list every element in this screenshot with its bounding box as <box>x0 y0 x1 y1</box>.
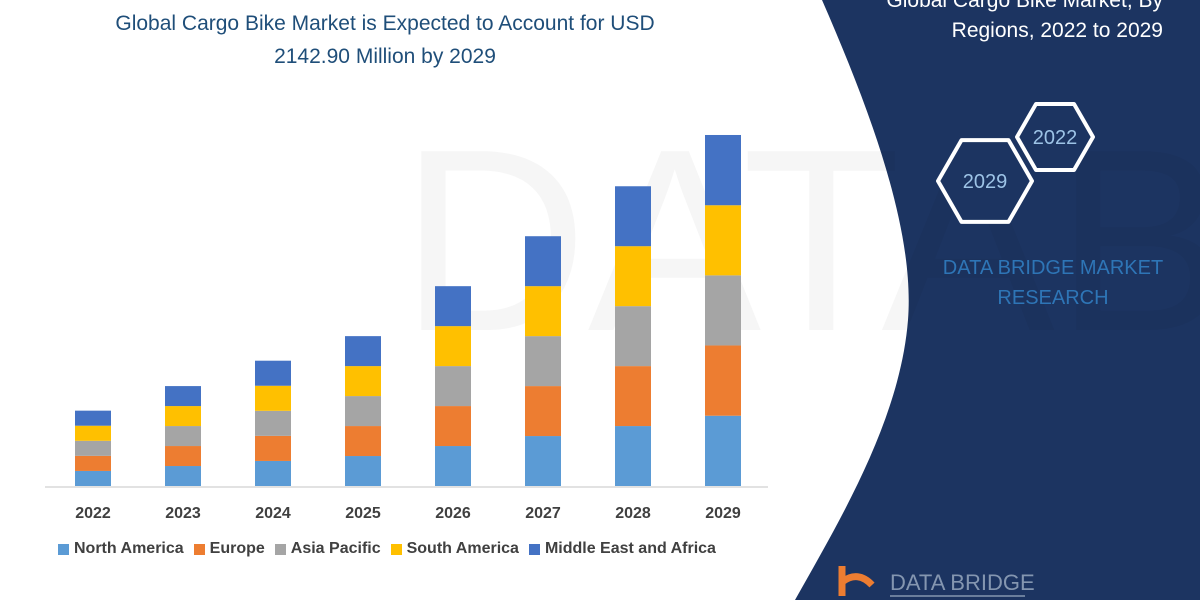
brand-line-2: RESEARCH <box>997 287 1109 309</box>
legend-swatch <box>274 543 286 555</box>
legend-label: Europe <box>209 540 265 557</box>
brand-text: DATA BRIDGE MARKET RESEARCH <box>920 253 1186 313</box>
bar-segment-south-america-2025 <box>345 366 381 397</box>
hexagon-label: 2022 <box>1033 127 1078 149</box>
legend-label: Asia Pacific <box>290 540 381 557</box>
legend-swatch <box>390 543 402 555</box>
bar-segment-south-america-2022 <box>75 425 111 441</box>
bar-segment-middle-east-and-africa-2023 <box>165 386 201 407</box>
bar-segment-europe-2028 <box>615 366 651 427</box>
bar-segment-south-america-2029 <box>705 205 741 276</box>
legend-label: South America <box>406 540 519 557</box>
legend-swatch <box>193 543 205 555</box>
legend-swatch <box>528 543 540 555</box>
logo: DATA BRIDGE <box>838 566 1035 597</box>
bar-segment-middle-east-and-africa-2025 <box>345 336 381 367</box>
legend-label: North America <box>74 540 184 557</box>
bar-segment-asia-pacific-2022 <box>75 440 111 456</box>
bar-segment-north-america-2023 <box>165 466 201 486</box>
bar-segment-north-america-2027 <box>525 436 561 486</box>
x-tick-label: 2025 <box>345 505 381 522</box>
bar-segment-europe-2022 <box>75 455 111 471</box>
bar-segment-europe-2029 <box>705 345 741 416</box>
hexagon-label: 2029 <box>963 171 1008 193</box>
bar-segment-europe-2023 <box>165 446 201 467</box>
legend-item: Middle East and Africa <box>528 540 716 558</box>
bar-segment-asia-pacific-2027 <box>525 336 561 387</box>
hexagon-2029: 2029 <box>936 138 1034 224</box>
legend-item: Asia Pacific <box>274 540 381 558</box>
logo-text: DATA BRIDGE <box>890 570 1035 595</box>
x-tick-label: 2027 <box>525 505 561 522</box>
bar-segment-asia-pacific-2028 <box>615 306 651 367</box>
legend-swatch <box>58 543 69 555</box>
chart-title: Global Cargo Bike Market is Expected to … <box>60 7 710 73</box>
bar-segment-north-america-2029 <box>705 415 741 486</box>
bar-segment-asia-pacific-2023 <box>165 426 201 447</box>
x-tick-label: 2024 <box>255 505 291 522</box>
bar-segment-middle-east-and-africa-2024 <box>255 360 291 386</box>
legend-label: Middle East and Africa <box>544 540 716 557</box>
x-tick-label: 2023 <box>165 505 201 522</box>
side-title-line-1: Global Cargo Bike Market, By <box>886 0 1163 12</box>
bar-segment-asia-pacific-2024 <box>255 410 291 436</box>
bar-segment-south-america-2026 <box>435 326 471 367</box>
bar-segment-europe-2027 <box>525 386 561 437</box>
title-line-1: Global Cargo Bike Market is Expected to … <box>115 12 655 35</box>
bar-segment-south-america-2023 <box>165 406 201 427</box>
bar-segment-europe-2025 <box>345 426 381 457</box>
bar-segment-middle-east-and-africa-2026 <box>435 286 471 327</box>
side-panel <box>795 0 1200 600</box>
side-title: Global Cargo Bike Market, By Regions, 20… <box>886 0 1163 46</box>
bar-segment-north-america-2026 <box>435 446 471 486</box>
bar-segment-europe-2024 <box>255 435 291 461</box>
bar-segment-middle-east-and-africa-2022 <box>75 410 111 426</box>
legend-item: Europe <box>193 540 265 558</box>
x-tick-label: 2026 <box>435 505 471 522</box>
hexagon-2022: 2022 <box>1015 101 1095 173</box>
bar-segment-europe-2026 <box>435 406 471 447</box>
bar-segment-south-america-2024 <box>255 385 291 411</box>
bar-segment-middle-east-and-africa-2028 <box>615 186 651 247</box>
x-tick-label: 2029 <box>705 505 741 522</box>
x-tick-label: 2022 <box>75 505 111 522</box>
bar-segment-south-america-2028 <box>615 246 651 307</box>
bar-segment-north-america-2024 <box>255 460 291 486</box>
bar-segment-north-america-2028 <box>615 426 651 486</box>
bar-segment-north-america-2022 <box>75 470 111 486</box>
bar-segment-asia-pacific-2029 <box>705 275 741 346</box>
legend-item: North America <box>58 540 184 558</box>
bar-segment-asia-pacific-2025 <box>345 396 381 427</box>
bar-segment-asia-pacific-2026 <box>435 366 471 407</box>
title-line-2: 2142.90 Million by 2029 <box>274 45 496 68</box>
side-title-line-2: Regions, 2022 to 2029 <box>951 19 1163 42</box>
legend: North America Europe Asia Pacific South Ame… <box>58 540 716 558</box>
bar-segment-north-america-2025 <box>345 456 381 486</box>
x-tick-label: 2028 <box>615 505 651 522</box>
legend-item: South America <box>390 540 519 558</box>
bar-segment-middle-east-and-africa-2027 <box>525 236 561 287</box>
bar-segment-south-america-2027 <box>525 286 561 337</box>
brand-line-1: DATA BRIDGE MARKET <box>942 257 1164 279</box>
bar-segment-middle-east-and-africa-2029 <box>705 134 741 206</box>
